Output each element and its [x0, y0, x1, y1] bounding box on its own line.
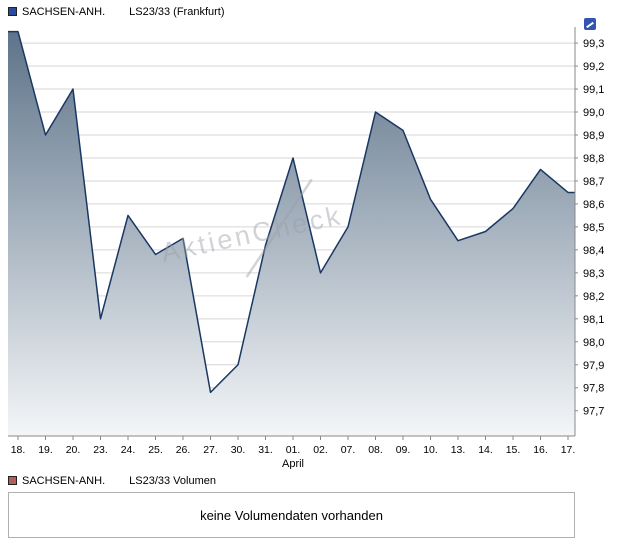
svg-text:99,3: 99,3 [583, 38, 604, 50]
svg-text:97,8: 97,8 [583, 383, 604, 395]
svg-text:98,7: 98,7 [583, 176, 604, 188]
svg-text:09.: 09. [396, 444, 411, 456]
svg-text:98,6: 98,6 [583, 199, 604, 211]
svg-text:07.: 07. [341, 444, 356, 456]
volume-message: keine Volumendaten vorhanden [200, 507, 383, 523]
svg-text:17.: 17. [561, 444, 576, 456]
volume-panel: keine Volumendaten vorhanden [8, 492, 575, 538]
svg-text:26.: 26. [176, 444, 191, 456]
svg-text:20.: 20. [66, 444, 81, 456]
svg-text:97,7: 97,7 [583, 406, 604, 418]
svg-text:98,4: 98,4 [583, 245, 604, 257]
svg-text:98,9: 98,9 [583, 130, 604, 142]
volume-legend-marker-icon [8, 476, 17, 485]
svg-text:19.: 19. [38, 444, 53, 456]
price-legend-marker-icon [8, 7, 17, 16]
price-legend-name: SACHSEN-ANH. [22, 5, 106, 18]
volume-legend: SACHSEN-ANH. LS23/33 Volumen [0, 469, 620, 490]
price-chart-svg: 99,3 99,2 99,1 99,0 98,9 98,8 98,7 98,6 98,5 98,4… [8, 27, 604, 470]
svg-text:99,2: 99,2 [583, 61, 604, 73]
svg-text:99,1: 99,1 [583, 84, 604, 96]
svg-text:30.: 30. [231, 444, 246, 456]
price-legend-series: LS23/33 (Frankfurt) [129, 5, 225, 18]
svg-text:01.: 01. [286, 444, 301, 456]
svg-text:27.: 27. [203, 444, 218, 456]
volume-legend-series: LS23/33 Volumen [129, 474, 216, 487]
price-chart: 99,3 99,2 99,1 99,0 98,9 98,8 98,7 98,6 98,5 98,4… [0, 21, 620, 470]
svg-text:98,2: 98,2 [583, 291, 604, 303]
svg-text:31.: 31. [258, 444, 273, 456]
chart-logo-icon[interactable] [584, 18, 596, 30]
svg-text:April: April [282, 458, 304, 469]
price-legend: SACHSEN-ANH. LS23/33 (Frankfurt) [0, 0, 620, 21]
svg-text:15.: 15. [506, 444, 521, 456]
svg-text:98,3: 98,3 [583, 268, 604, 280]
svg-text:98,1: 98,1 [583, 314, 604, 326]
svg-text:16.: 16. [533, 444, 548, 456]
svg-text:02.: 02. [313, 444, 328, 456]
svg-text:14.: 14. [478, 444, 493, 456]
svg-text:18.: 18. [11, 444, 26, 456]
svg-text:08.: 08. [368, 444, 383, 456]
svg-text:97,9: 97,9 [583, 360, 604, 372]
svg-text:99,0: 99,0 [583, 107, 604, 119]
svg-text:98,8: 98,8 [583, 153, 604, 165]
svg-text:25.: 25. [148, 444, 163, 456]
svg-text:24.: 24. [121, 444, 136, 456]
svg-text:10.: 10. [423, 444, 438, 456]
volume-legend-name: SACHSEN-ANH. [22, 474, 106, 487]
svg-text:13.: 13. [451, 444, 466, 456]
svg-text:98,5: 98,5 [583, 222, 604, 234]
svg-text:98,0: 98,0 [583, 337, 604, 349]
svg-text:23.: 23. [93, 444, 108, 456]
